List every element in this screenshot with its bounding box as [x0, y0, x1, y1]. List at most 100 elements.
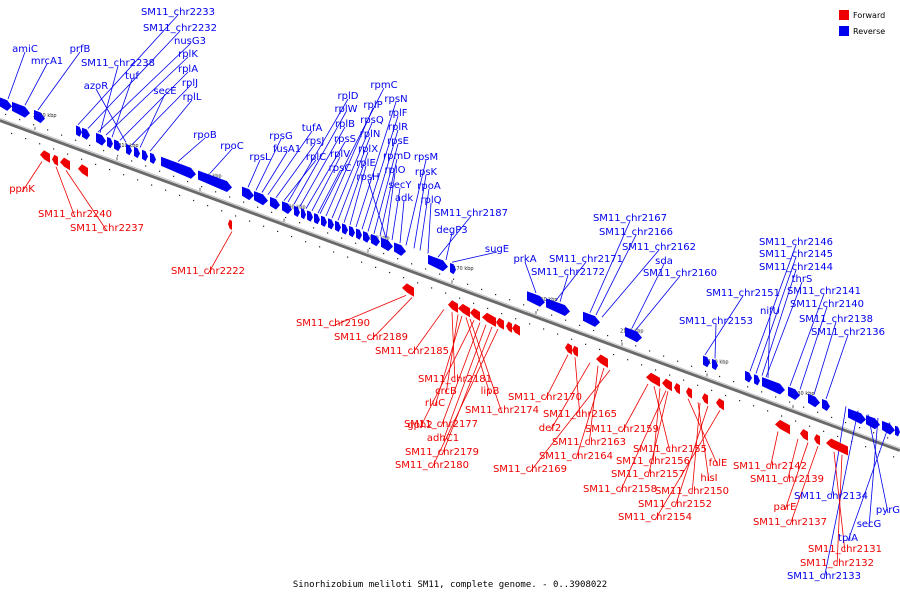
leader-line [529, 369, 611, 473]
leader-line [21, 161, 43, 193]
leader-line [441, 326, 493, 456]
gene-label: sda [655, 256, 673, 267]
axis-minor-tick [767, 410, 769, 412]
axis-minor-tick [697, 384, 699, 386]
axis-minor-tick [201, 186, 203, 188]
axis-minor-tick [593, 329, 595, 332]
axis-minor-tick [179, 194, 181, 196]
axis-minor-tick [789, 401, 791, 403]
leader-line [559, 274, 569, 302]
leader-line [635, 275, 681, 330]
leader-line [325, 107, 374, 217]
gene-label: SM11_chr2153 [679, 316, 753, 327]
gene-label: def2 [539, 423, 561, 434]
axis-minor-tick [389, 271, 391, 274]
leader-line [87, 30, 181, 129]
gene-label: folE [709, 458, 728, 469]
leader-line [332, 294, 407, 327]
axis-minor-tick [257, 206, 259, 208]
leader-line [207, 231, 233, 275]
axis-minor-tick [613, 353, 615, 356]
leader-line [555, 261, 587, 301]
gene-label: rplA [178, 64, 198, 75]
forward-gene-arrow [512, 323, 520, 336]
axis-tick-label: 2130 kbp [791, 391, 815, 397]
gene-label: lipB [481, 386, 500, 397]
axis-minor-tick [347, 256, 349, 258]
leader-line [7, 51, 26, 100]
forward-gene-arrow [506, 321, 512, 333]
reverse-gene-arrow [712, 358, 718, 371]
gene-label: SM11_chr2144 [759, 262, 833, 273]
axis-minor-tick [305, 241, 307, 243]
leader-line [714, 323, 717, 359]
gene-label: SM11_chr2232 [143, 23, 217, 34]
reverse-gene-arrow [394, 242, 406, 256]
leader-line [349, 165, 367, 225]
gene-label: rplJ [182, 78, 198, 89]
leader-line [427, 202, 432, 254]
reverse-gene-arrow [808, 393, 820, 408]
leader-line [305, 141, 346, 209]
leader-line [765, 281, 803, 378]
axis-minor-tick [425, 268, 427, 270]
gene-label: SM11_chr2179 [405, 447, 479, 458]
leader-line [654, 410, 721, 521]
reverse-gene-arrow [527, 291, 545, 307]
axis-minor-tick [361, 261, 363, 263]
leader-line [451, 251, 498, 263]
gene-label: prkA [513, 254, 536, 265]
forward-gene-arrow [565, 343, 572, 355]
axis-minor-tick [739, 400, 741, 402]
reverse-gene-arrow [822, 399, 830, 411]
leader-line [361, 115, 399, 230]
leader-line [437, 215, 472, 258]
leader-line [99, 65, 119, 133]
reverse-gene-arrow [583, 311, 600, 327]
leader-line [24, 63, 48, 106]
leader-line [413, 174, 427, 249]
leader-line [653, 386, 671, 453]
axis-minor-tick [495, 293, 497, 296]
reverse-gene-arrow [12, 101, 30, 118]
gene-label: SM11_chr2136 [811, 327, 885, 338]
axis-minor-tick [221, 210, 223, 212]
leader-line [131, 85, 191, 145]
axis-minor-tick [355, 242, 357, 244]
axis-minor-tick [501, 312, 503, 315]
gene-label: rpsQ [360, 115, 384, 126]
axis-minor-tick [543, 328, 545, 330]
leader-line [697, 402, 710, 482]
leader-line [825, 334, 849, 400]
axis-minor-tick [243, 201, 245, 203]
forward-gene-arrow [814, 434, 820, 446]
leader-line [451, 312, 456, 383]
reverse-gene-arrow [198, 170, 232, 192]
axis-minor-tick [725, 394, 727, 397]
leader-line [319, 87, 385, 214]
gene-label: SM11_chr2159 [585, 424, 659, 435]
axis-minor-tick [81, 158, 83, 160]
gene-label: SM11_chr2156 [616, 456, 690, 467]
axis-minor-tick [75, 139, 77, 141]
axis-minor-tick [47, 129, 49, 131]
reverse-gene-arrow [142, 149, 148, 162]
axis-minor-tick [403, 277, 405, 279]
gene-label: SM11_chr2166 [599, 227, 673, 238]
gene-label: SM11_chr2237 [70, 223, 144, 234]
reverse-gene-arrow [342, 223, 348, 235]
axis-minor-tick [719, 375, 721, 378]
forward-gene-arrow [826, 438, 848, 456]
gene-label: fusA1 [273, 144, 301, 155]
forward-gene-arrow [78, 164, 88, 177]
axis-minor-tick [529, 323, 531, 325]
forward-gene-arrow [572, 345, 578, 357]
leader-line [293, 111, 347, 205]
forward-gene-arrow [470, 308, 480, 321]
gene-label: SM11_chr2170 [508, 392, 582, 403]
gene-label: rplL [183, 92, 202, 103]
gene-label: SM11_chr2151 [706, 288, 780, 299]
leader-line [691, 402, 701, 495]
leader-line [149, 99, 193, 152]
leader-line [549, 362, 591, 432]
